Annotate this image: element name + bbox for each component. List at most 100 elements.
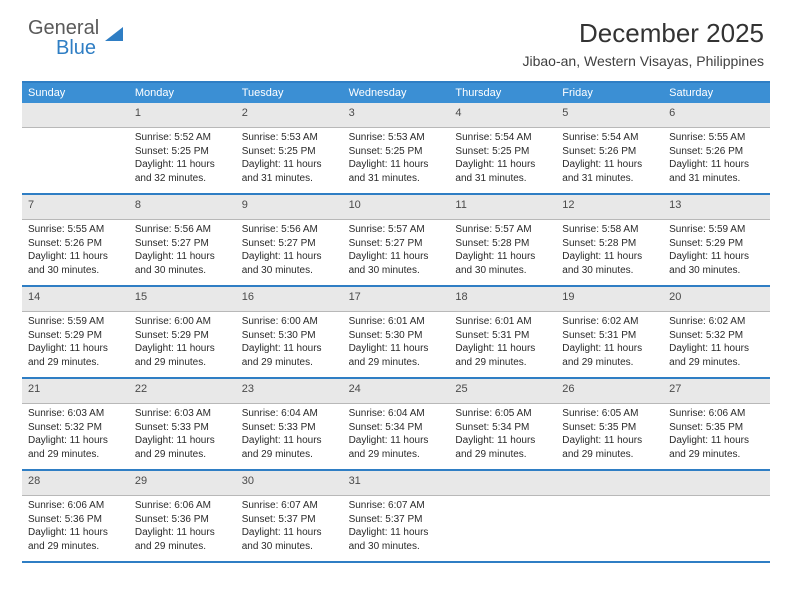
- daynum-cell: 28: [22, 471, 129, 496]
- day-number: 8: [135, 197, 230, 213]
- month-title: December 2025: [523, 18, 765, 49]
- daylight-line: Daylight: 11 hours and 29 minutes.: [349, 434, 444, 461]
- daynum-cell: 22: [129, 379, 236, 404]
- detail-cell: Sunrise: 6:06 AMSunset: 5:36 PMDaylight:…: [129, 496, 236, 563]
- sunrise-line: Sunrise: 6:03 AM: [28, 407, 123, 421]
- detail-row: Sunrise: 6:03 AMSunset: 5:32 PMDaylight:…: [22, 404, 770, 471]
- day-number: 7: [28, 197, 123, 213]
- weekday-header-row: SundayMondayTuesdayWednesdayThursdayFrid…: [22, 83, 770, 103]
- daynum-row: 123456: [22, 103, 770, 128]
- daynum-cell: 27: [663, 379, 770, 404]
- daylight-line: Daylight: 11 hours and 31 minutes.: [349, 158, 444, 185]
- day-number: 20: [669, 289, 764, 305]
- daylight-line: Daylight: 11 hours and 30 minutes.: [28, 250, 123, 277]
- sunrise-line: Sunrise: 6:02 AM: [669, 315, 764, 329]
- daynum-cell: 21: [22, 379, 129, 404]
- logo-sail-icon: [103, 25, 125, 43]
- day-number: 18: [455, 289, 550, 305]
- sunrise-line: Sunrise: 5:58 AM: [562, 223, 657, 237]
- daynum-cell: 30: [236, 471, 343, 496]
- detail-cell: Sunrise: 6:05 AMSunset: 5:35 PMDaylight:…: [556, 404, 663, 471]
- detail-row: Sunrise: 5:55 AMSunset: 5:26 PMDaylight:…: [22, 220, 770, 287]
- daynum-cell: 14: [22, 287, 129, 312]
- detail-cell: Sunrise: 6:07 AMSunset: 5:37 PMDaylight:…: [343, 496, 450, 563]
- detail-cell: Sunrise: 5:56 AMSunset: 5:27 PMDaylight:…: [236, 220, 343, 287]
- daylight-line: Daylight: 11 hours and 30 minutes.: [242, 526, 337, 553]
- day-number: 24: [349, 381, 444, 397]
- daynum-cell: 24: [343, 379, 450, 404]
- daynum-cell: 29: [129, 471, 236, 496]
- detail-cell: Sunrise: 5:58 AMSunset: 5:28 PMDaylight:…: [556, 220, 663, 287]
- sunset-line: Sunset: 5:36 PM: [28, 513, 123, 527]
- sunrise-line: Sunrise: 6:05 AM: [455, 407, 550, 421]
- weekday-cell: Sunday: [22, 83, 129, 103]
- day-number: 14: [28, 289, 123, 305]
- daynum-cell: 7: [22, 195, 129, 220]
- weekday-cell: Tuesday: [236, 83, 343, 103]
- sunset-line: Sunset: 5:31 PM: [562, 329, 657, 343]
- daynum-cell: 19: [556, 287, 663, 312]
- daynum-cell: 1: [129, 103, 236, 128]
- daylight-line: Daylight: 11 hours and 29 minutes.: [455, 342, 550, 369]
- detail-cell: Sunrise: 6:00 AMSunset: 5:30 PMDaylight:…: [236, 312, 343, 379]
- sunrise-line: Sunrise: 5:54 AM: [455, 131, 550, 145]
- detail-cell: Sunrise: 6:06 AMSunset: 5:36 PMDaylight:…: [22, 496, 129, 563]
- daylight-line: Daylight: 11 hours and 30 minutes.: [135, 250, 230, 277]
- daylight-line: Daylight: 11 hours and 29 minutes.: [135, 526, 230, 553]
- sunset-line: Sunset: 5:29 PM: [135, 329, 230, 343]
- sunset-line: Sunset: 5:27 PM: [242, 237, 337, 251]
- detail-row: Sunrise: 5:52 AMSunset: 5:25 PMDaylight:…: [22, 128, 770, 195]
- daynum-cell: 5: [556, 103, 663, 128]
- sunrise-line: Sunrise: 6:06 AM: [28, 499, 123, 513]
- detail-cell: Sunrise: 6:03 AMSunset: 5:32 PMDaylight:…: [22, 404, 129, 471]
- daynum-cell: 25: [449, 379, 556, 404]
- detail-cell: Sunrise: 5:52 AMSunset: 5:25 PMDaylight:…: [129, 128, 236, 195]
- day-number: 12: [562, 197, 657, 213]
- calendar: SundayMondayTuesdayWednesdayThursdayFrid…: [22, 81, 770, 563]
- weekday-cell: Wednesday: [343, 83, 450, 103]
- day-number: 6: [669, 105, 764, 121]
- day-number: 27: [669, 381, 764, 397]
- sunrise-line: Sunrise: 5:55 AM: [669, 131, 764, 145]
- day-number: 19: [562, 289, 657, 305]
- sunset-line: Sunset: 5:35 PM: [669, 421, 764, 435]
- sunrise-line: Sunrise: 5:59 AM: [669, 223, 764, 237]
- daynum-cell: [556, 471, 663, 496]
- sunset-line: Sunset: 5:36 PM: [135, 513, 230, 527]
- daynum-cell: 11: [449, 195, 556, 220]
- daylight-line: Daylight: 11 hours and 29 minutes.: [28, 434, 123, 461]
- daylight-line: Daylight: 11 hours and 29 minutes.: [242, 342, 337, 369]
- detail-cell: Sunrise: 6:06 AMSunset: 5:35 PMDaylight:…: [663, 404, 770, 471]
- sunset-line: Sunset: 5:37 PM: [242, 513, 337, 527]
- detail-cell: [22, 128, 129, 195]
- sunrise-line: Sunrise: 6:06 AM: [135, 499, 230, 513]
- daynum-cell: 10: [343, 195, 450, 220]
- detail-cell: Sunrise: 5:54 AMSunset: 5:25 PMDaylight:…: [449, 128, 556, 195]
- daynum-cell: 20: [663, 287, 770, 312]
- sunrise-line: Sunrise: 6:02 AM: [562, 315, 657, 329]
- day-number: 15: [135, 289, 230, 305]
- day-number: 26: [562, 381, 657, 397]
- daylight-line: Daylight: 11 hours and 29 minutes.: [669, 342, 764, 369]
- sunset-line: Sunset: 5:25 PM: [349, 145, 444, 159]
- daynum-row: 28293031: [22, 471, 770, 496]
- daynum-cell: [22, 103, 129, 128]
- daylight-line: Daylight: 11 hours and 31 minutes.: [562, 158, 657, 185]
- sunset-line: Sunset: 5:31 PM: [455, 329, 550, 343]
- detail-cell: Sunrise: 5:54 AMSunset: 5:26 PMDaylight:…: [556, 128, 663, 195]
- day-number: 17: [349, 289, 444, 305]
- sunrise-line: Sunrise: 5:56 AM: [135, 223, 230, 237]
- weekday-cell: Monday: [129, 83, 236, 103]
- daynum-cell: 6: [663, 103, 770, 128]
- location: Jibao-an, Western Visayas, Philippines: [523, 53, 765, 69]
- daylight-line: Daylight: 11 hours and 31 minutes.: [242, 158, 337, 185]
- daylight-line: Daylight: 11 hours and 29 minutes.: [669, 434, 764, 461]
- day-number: 5: [562, 105, 657, 121]
- detail-cell: Sunrise: 6:02 AMSunset: 5:32 PMDaylight:…: [663, 312, 770, 379]
- sunrise-line: Sunrise: 6:00 AM: [135, 315, 230, 329]
- daynum-cell: [449, 471, 556, 496]
- detail-cell: Sunrise: 5:57 AMSunset: 5:28 PMDaylight:…: [449, 220, 556, 287]
- sunset-line: Sunset: 5:32 PM: [669, 329, 764, 343]
- sunset-line: Sunset: 5:27 PM: [135, 237, 230, 251]
- detail-cell: Sunrise: 6:02 AMSunset: 5:31 PMDaylight:…: [556, 312, 663, 379]
